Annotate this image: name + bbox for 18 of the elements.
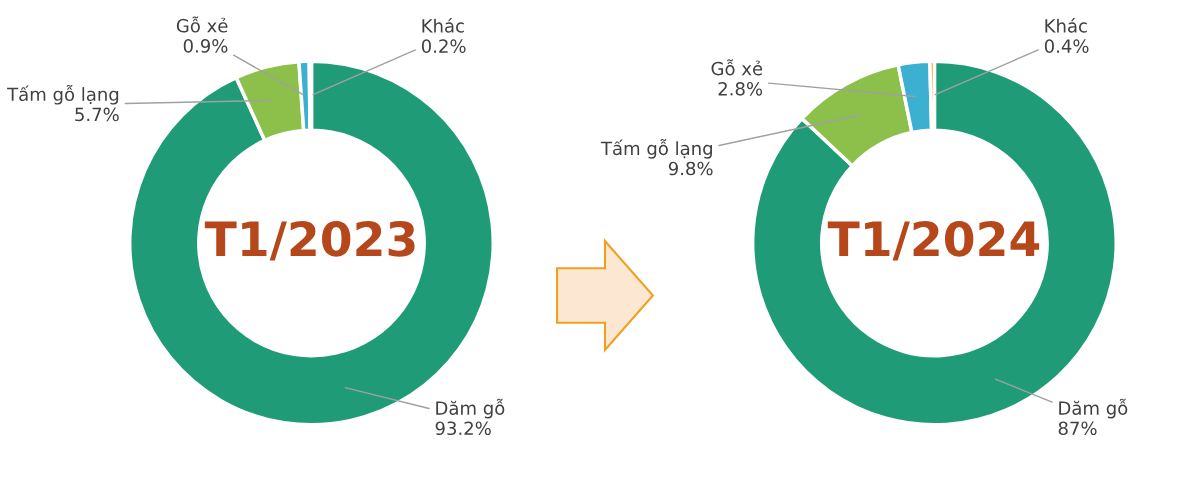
slice-label: Gỗ xẻ [711,59,763,76]
text: T1/2024 [827,220,1040,261]
slice-label: Tấm gỗ lạng [600,139,712,159]
data-label: 87% [1058,421,1097,436]
data-label: 0.9% [183,39,228,53]
slice-label: Khác [422,18,464,33]
data-label: 0.4% [1044,39,1089,53]
data-label: 9.8% [668,161,713,176]
data-label: 93.2% [435,421,491,436]
data-label: 0.2% [421,39,466,53]
slice-label: Tấm gỗ lạng [7,84,119,105]
slice-label: Gỗ xẻ [176,16,228,33]
slice-label: Dăm gỗ [1059,398,1128,419]
data-label: 5.7% [75,107,119,122]
slice-label: Khác [1045,18,1087,33]
slice-label: Dăm gỗ [436,398,505,419]
data-label: 2.8% [718,81,763,96]
text: T1/2023 [204,220,415,261]
